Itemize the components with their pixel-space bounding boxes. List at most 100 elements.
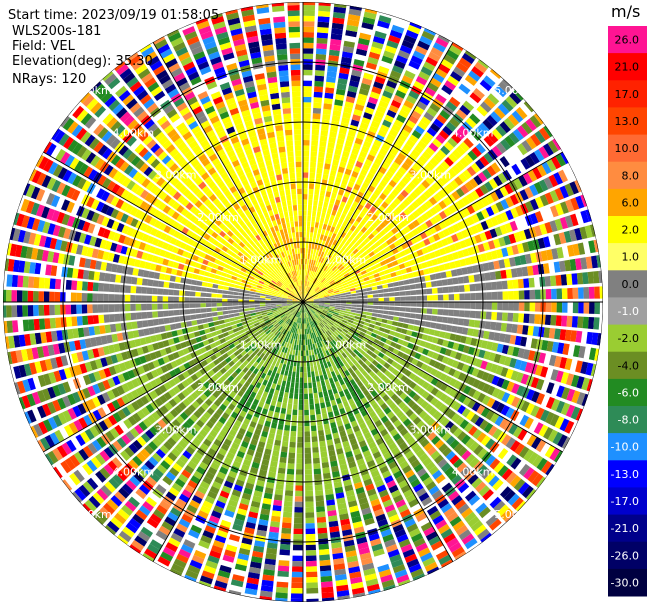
velocity-bin: [514, 359, 523, 370]
velocity-bin: [515, 205, 524, 217]
velocity-bin: [306, 306, 310, 311]
velocity-bin: [475, 222, 484, 233]
velocity-bin: [344, 545, 356, 553]
velocity-bin: [308, 281, 311, 287]
velocity-bin: [476, 199, 485, 210]
velocity-bin: [475, 292, 482, 300]
velocity-bin: [500, 367, 509, 378]
velocity-bin: [429, 510, 442, 521]
velocity-bin: [178, 439, 188, 449]
velocity-bin: [435, 323, 442, 330]
velocity-bin: [315, 216, 320, 223]
velocity-bin: [363, 244, 370, 251]
velocity-bin: [286, 381, 291, 388]
velocity-bin: [373, 325, 380, 331]
velocity-bin: [303, 242, 306, 248]
velocity-bin: [403, 208, 412, 216]
velocity-bin: [319, 314, 325, 319]
velocity-bin: [385, 184, 394, 192]
velocity-bin: [84, 361, 93, 373]
velocity-bin: [340, 307, 346, 311]
velocity-bin: [245, 388, 252, 396]
velocity-bin: [147, 543, 160, 555]
velocity-bin: [98, 420, 109, 432]
velocity-bin: [438, 200, 447, 210]
velocity-bin: [307, 287, 311, 293]
velocity-bin: [243, 418, 251, 426]
velocity-bin: [321, 321, 326, 326]
velocity-bin: [292, 404, 298, 410]
velocity-bin: [437, 309, 444, 316]
velocity-bin: [253, 368, 259, 375]
velocity-bin: [334, 392, 340, 400]
velocity-bin: [329, 197, 336, 205]
velocity-bin: [117, 373, 126, 384]
velocity-bin: [349, 314, 356, 319]
velocity-bin: [364, 237, 371, 244]
velocity-bin: [507, 493, 520, 506]
velocity-bin: [313, 297, 319, 300]
velocity-bin: [439, 347, 447, 355]
velocity-bin: [265, 398, 272, 405]
velocity-bin: [263, 367, 269, 375]
velocity-bin: [525, 201, 534, 213]
velocity-bin: [375, 225, 383, 233]
velocity-bin: [437, 523, 451, 535]
velocity-bin: [314, 312, 320, 318]
velocity-bin: [105, 430, 116, 442]
velocity-bin: [410, 307, 417, 313]
velocity-bin: [396, 533, 409, 543]
velocity-bin: [435, 519, 448, 530]
velocity-bin: [508, 233, 517, 244]
velocity-bin: [486, 292, 492, 300]
velocity-bin: [433, 361, 442, 370]
velocity-bin: [312, 306, 318, 310]
velocity-bin: [525, 118, 537, 132]
velocity-bin: [292, 310, 297, 315]
velocity-bin: [331, 283, 337, 287]
velocity-bin: [126, 380, 135, 391]
velocity-bin: [264, 558, 276, 566]
velocity-bin: [348, 282, 355, 287]
velocity-bin: [413, 105, 425, 115]
velocity-bin: [180, 544, 194, 554]
velocity-bin: [246, 376, 253, 384]
velocity-bin: [346, 410, 354, 418]
velocity-bin: [378, 65, 390, 75]
velocity-bin: [156, 464, 168, 475]
velocity-bin: [449, 179, 459, 190]
velocity-bin: [438, 210, 447, 220]
velocity-bin: [380, 260, 387, 266]
velocity-bin: [294, 316, 298, 323]
velocity-bin: [309, 398, 314, 405]
velocity-bin: [315, 319, 319, 325]
velocity-bin: [311, 134, 319, 141]
velocity-bin: [390, 393, 399, 402]
velocity-bin: [404, 378, 413, 386]
velocity-bin: [351, 342, 358, 349]
velocity-bin: [362, 562, 375, 571]
velocity-bin: [370, 498, 381, 507]
velocity-bin: [118, 530, 132, 543]
velocity-bin: [204, 344, 212, 351]
velocity-bin: [375, 252, 382, 258]
velocity-bin: [62, 395, 72, 408]
velocity-bin: [157, 303, 163, 310]
velocity-bin: [511, 244, 519, 255]
velocity-bin: [425, 56, 438, 67]
velocity-bin: [327, 249, 333, 255]
velocity-bin: [421, 390, 430, 400]
velocity-bin: [305, 269, 308, 276]
velocity-bin: [430, 47, 444, 58]
velocity-bin: [259, 298, 266, 300]
velocity-bin: [545, 302, 552, 313]
velocity-bin: [60, 460, 72, 474]
velocity-bin: [531, 437, 542, 450]
velocity-bin: [313, 266, 317, 272]
velocity-bin: [588, 317, 595, 330]
velocity-bin: [11, 305, 18, 318]
velocity-bin: [178, 473, 189, 484]
velocity-bin: [337, 402, 344, 410]
velocity-bin: [363, 11, 377, 20]
velocity-bin: [489, 271, 497, 281]
